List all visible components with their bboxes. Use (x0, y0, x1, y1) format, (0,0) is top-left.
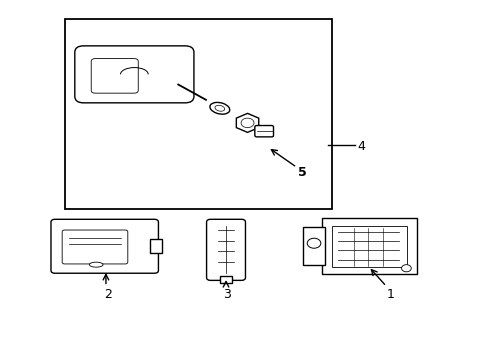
Circle shape (241, 118, 253, 128)
Circle shape (401, 265, 410, 272)
Bar (331, 226, 407, 267)
Bar (64, 19, 331, 208)
FancyBboxPatch shape (206, 219, 245, 280)
FancyBboxPatch shape (254, 126, 273, 137)
Bar (149, 239, 162, 252)
Text: 3: 3 (223, 288, 231, 301)
Circle shape (306, 238, 320, 248)
Ellipse shape (209, 102, 229, 114)
FancyBboxPatch shape (75, 46, 194, 103)
Ellipse shape (215, 105, 224, 111)
Text: 5: 5 (298, 166, 306, 179)
FancyBboxPatch shape (62, 230, 127, 264)
Text: 1: 1 (386, 288, 393, 301)
Polygon shape (236, 113, 258, 132)
FancyBboxPatch shape (91, 59, 138, 93)
Ellipse shape (89, 262, 103, 267)
Text: 2: 2 (104, 288, 112, 301)
Text: 4: 4 (357, 140, 365, 153)
Bar (302, 227, 324, 265)
Bar (220, 276, 231, 283)
Bar (322, 217, 416, 274)
FancyBboxPatch shape (51, 219, 158, 273)
